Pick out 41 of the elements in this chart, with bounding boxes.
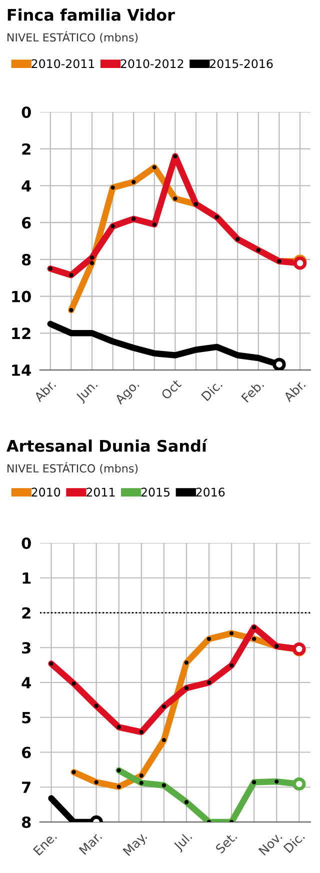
y-tick-label: 8 bbox=[22, 816, 31, 828]
y-tick-label: 5 bbox=[22, 712, 31, 724]
y-tick-label: 7 bbox=[22, 782, 30, 793]
y-tick-label: 4 bbox=[22, 677, 31, 688]
y-tick-label: 6 bbox=[22, 217, 31, 229]
y-tick-label: 0 bbox=[22, 106, 31, 118]
legend-label: 2015-2016 bbox=[210, 59, 273, 68]
x-tick-label: Jun. bbox=[75, 380, 100, 404]
legend-label: 2016 bbox=[196, 488, 225, 497]
y-tick-label: 12 bbox=[12, 328, 30, 339]
legend-label: 2011 bbox=[86, 488, 115, 497]
y-tick-label: 8 bbox=[22, 254, 31, 266]
x-tick-label: Dic. bbox=[283, 831, 306, 854]
y-tick-label: 6 bbox=[22, 746, 31, 758]
x-tick-label: Abr. bbox=[282, 379, 306, 402]
x-tick-label: Feb. bbox=[240, 379, 264, 403]
x-tick-label: Dic. bbox=[200, 379, 223, 402]
legend-label: 2010-2011 bbox=[32, 59, 94, 68]
legend-label: 2010-2012 bbox=[120, 59, 184, 68]
x-tick-label: Set. bbox=[214, 831, 238, 854]
y-tick-label: 4 bbox=[22, 180, 31, 192]
y-tick-label: 14 bbox=[12, 364, 31, 376]
x-tick-label: Ago. bbox=[114, 380, 142, 407]
chart-subtitle: NIVEL ESTÁTICO (mbns) bbox=[7, 31, 138, 43]
x-tick-label: Mar. bbox=[78, 832, 102, 855]
y-tick-label: 3 bbox=[22, 642, 30, 654]
legend-label: 2015 bbox=[141, 488, 170, 497]
x-tick-label: Abr. bbox=[33, 379, 56, 402]
y-tick-label: 2 bbox=[22, 143, 30, 155]
x-tick-label: Ene. bbox=[32, 832, 58, 856]
x-tick-label: Nov. bbox=[258, 832, 282, 856]
chart-subtitle: NIVEL ESTÁTICO (mbns) bbox=[7, 462, 138, 474]
legend-label: 2010 bbox=[32, 488, 60, 497]
x-tick-label: Jul. bbox=[172, 831, 194, 853]
y-tick-label: 0 bbox=[22, 537, 31, 550]
x-tick-label: Oct bbox=[160, 378, 182, 400]
y-tick-label: 10 bbox=[12, 290, 31, 302]
y-tick-label: 1 bbox=[22, 572, 31, 584]
chart-title: Finca familia Vidor bbox=[8, 8, 175, 21]
y-tick-label: 2 bbox=[22, 607, 30, 619]
chart-title: Artesanal Dunia Sandí bbox=[6, 438, 208, 452]
